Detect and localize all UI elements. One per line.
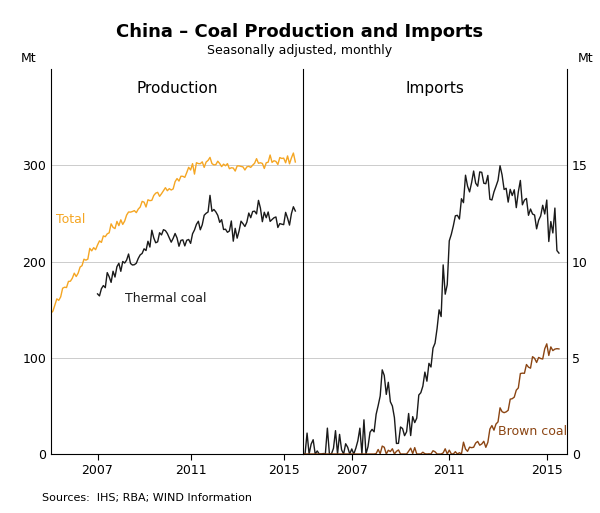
Text: Total: Total [56, 213, 85, 226]
Text: China – Coal Production and Imports: China – Coal Production and Imports [116, 23, 484, 41]
Text: Mt: Mt [578, 52, 593, 65]
Text: Production: Production [136, 81, 218, 96]
Text: Imports: Imports [406, 81, 464, 96]
Text: Brown coal: Brown coal [498, 425, 567, 438]
Text: Thermal coal: Thermal coal [125, 292, 207, 305]
Text: Seasonally adjusted, monthly: Seasonally adjusted, monthly [208, 44, 392, 56]
Text: Sources:  IHS; RBA; WIND Information: Sources: IHS; RBA; WIND Information [42, 493, 252, 503]
Text: Mt: Mt [21, 52, 37, 65]
